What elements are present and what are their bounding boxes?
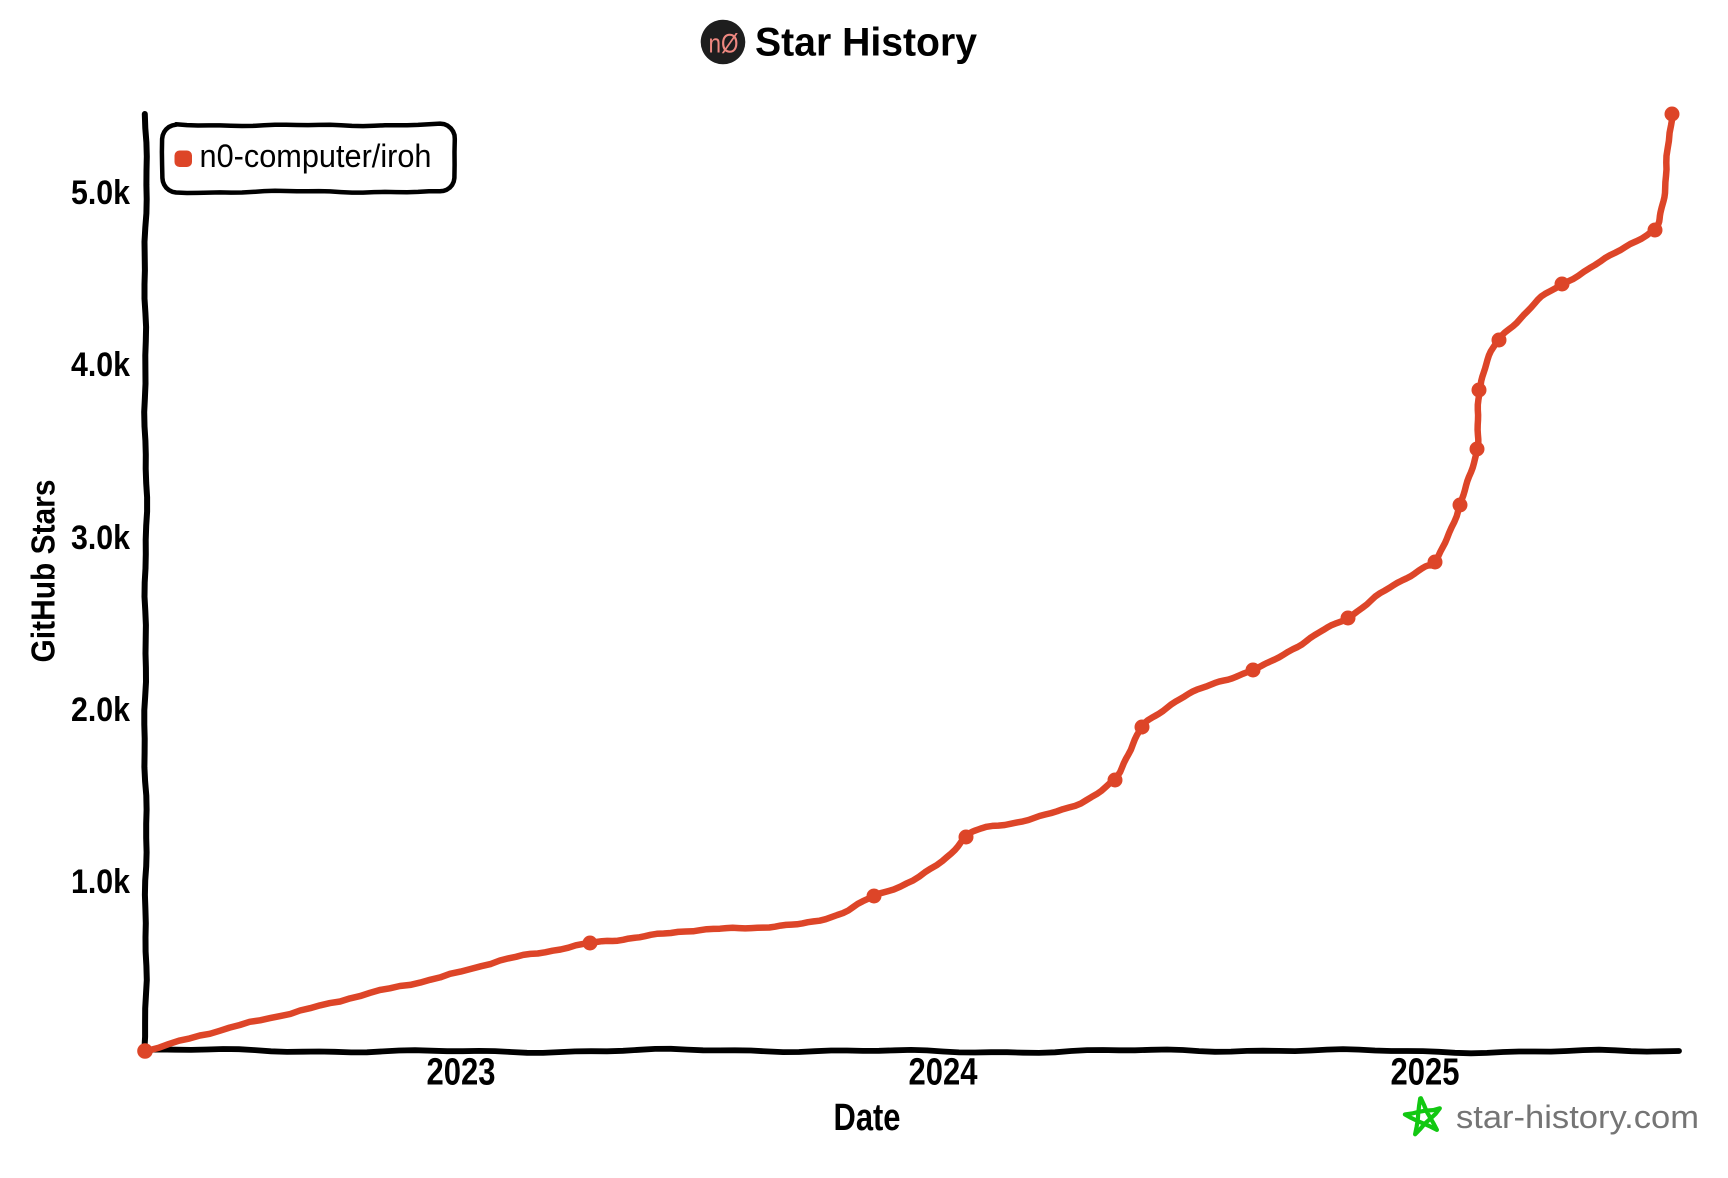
svg-text:star-history.com: star-history.com bbox=[1456, 1099, 1699, 1135]
svg-text:GitHub Stars: GitHub Stars bbox=[25, 480, 62, 663]
svg-text:1.0k: 1.0k bbox=[71, 863, 130, 901]
svg-text:2.0k: 2.0k bbox=[71, 691, 130, 729]
svg-text:2024: 2024 bbox=[909, 1052, 978, 1094]
svg-text:2023: 2023 bbox=[427, 1052, 496, 1094]
svg-text:2025: 2025 bbox=[1391, 1052, 1460, 1094]
svg-text:5.0k: 5.0k bbox=[71, 174, 130, 212]
svg-text:n0-computer/iroh: n0-computer/iroh bbox=[200, 138, 432, 174]
svg-text:Date: Date bbox=[834, 1097, 901, 1139]
svg-text:nØ: nØ bbox=[709, 29, 739, 59]
svg-text:4.0k: 4.0k bbox=[71, 346, 130, 384]
svg-text:Star History: Star History bbox=[755, 21, 978, 65]
svg-text:3.0k: 3.0k bbox=[71, 519, 130, 557]
